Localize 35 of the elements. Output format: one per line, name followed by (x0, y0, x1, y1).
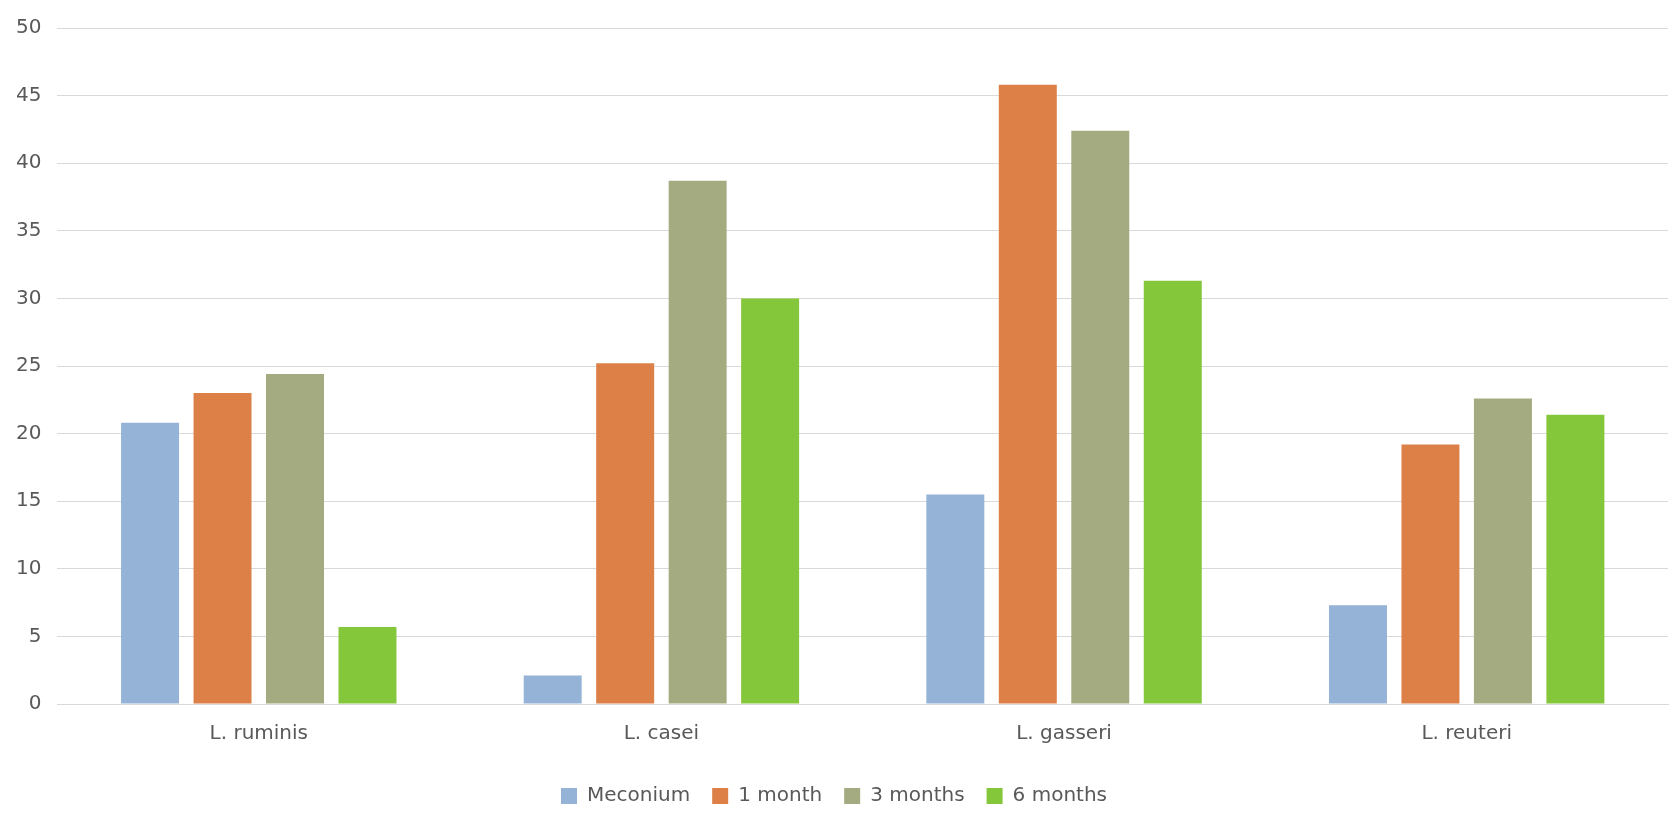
legend-label: 1 month (738, 782, 823, 807)
bar (926, 494, 985, 704)
bar (1071, 130, 1130, 704)
x-tick-label: L. reuteri (1421, 720, 1512, 745)
y-tick-label: 40 (16, 149, 42, 174)
y-tick-label: 30 (16, 284, 42, 309)
y-tick-label: 20 (16, 419, 42, 444)
x-tick-label: L. gasseri (1016, 720, 1112, 745)
bar (668, 180, 727, 704)
bar (1473, 398, 1532, 704)
bar (1143, 280, 1202, 704)
y-tick-label: 5 (28, 622, 42, 647)
legend-label: Meconium (587, 782, 691, 807)
y-tick-label: 10 (16, 555, 42, 579)
y-tick-label: 0 (28, 690, 42, 715)
bar (1328, 605, 1387, 704)
y-tick-label: 45 (16, 81, 42, 106)
bar (338, 626, 397, 704)
bar (121, 422, 180, 704)
bar (193, 393, 252, 704)
y-tick-label: 35 (16, 217, 42, 241)
x-tick-label: L. ruminis (209, 720, 308, 745)
bar (1546, 414, 1605, 704)
legend-label: 6 months (1012, 782, 1108, 807)
y-tick-label: 50 (16, 14, 42, 39)
bar (998, 84, 1057, 704)
y-tick-label: 25 (16, 352, 42, 377)
bar (596, 363, 655, 704)
y-tick-label: 15 (16, 487, 42, 512)
bar (1401, 444, 1460, 704)
bar (266, 374, 324, 704)
bar (741, 298, 800, 704)
bar (523, 675, 582, 704)
legend-label: 3 months (870, 782, 965, 807)
x-tick-label: L. casei (623, 720, 700, 745)
